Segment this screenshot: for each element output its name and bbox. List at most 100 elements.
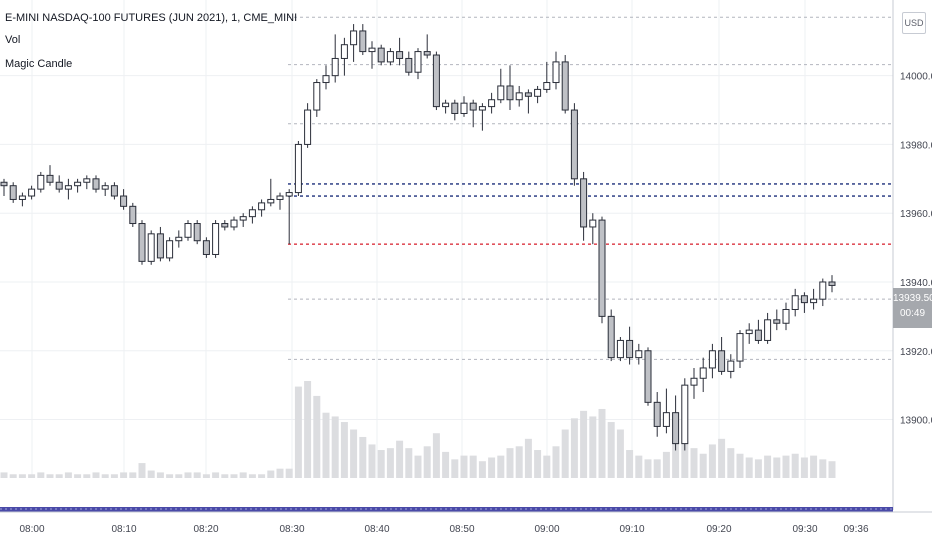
volume-bar <box>653 459 661 478</box>
candle-body <box>258 202 266 211</box>
candle-body <box>432 54 440 108</box>
volume-bar <box>552 446 560 478</box>
volume-bar <box>359 436 367 478</box>
candle-body <box>9 185 17 200</box>
volume-bar <box>791 453 799 478</box>
candle-body <box>294 143 302 194</box>
volume-bar <box>773 457 781 478</box>
volume-bar <box>248 474 256 478</box>
candle-body <box>212 223 220 255</box>
volume-bar <box>497 455 505 478</box>
y-tick-label: 13960.00 <box>900 209 932 220</box>
volume-bar <box>0 472 8 478</box>
volume-bar <box>626 450 634 478</box>
volume-bar <box>570 418 578 478</box>
candle-body <box>524 92 532 97</box>
candle-body <box>74 181 82 187</box>
candle-body <box>267 198 275 204</box>
volume-bar <box>736 453 744 478</box>
volume-bar <box>340 422 348 478</box>
volume-bar <box>202 474 210 478</box>
last-price-tag: 13939.50 00:49 <box>893 288 932 328</box>
volume-legend[interactable]: Vol <box>5 34 21 46</box>
candle-body <box>331 57 339 77</box>
candle-body <box>736 333 744 362</box>
candle-body <box>598 219 606 317</box>
volume-bar <box>350 429 358 478</box>
candle-body <box>28 188 36 197</box>
volume-bar <box>101 474 109 478</box>
candle-body <box>202 240 210 255</box>
volume-bar <box>9 474 17 478</box>
volume-bar <box>598 408 606 478</box>
candle-body <box>184 223 192 238</box>
volume-bar <box>230 474 238 478</box>
candle-body <box>782 308 790 324</box>
candle-body <box>377 47 385 63</box>
candle-body <box>828 281 836 286</box>
candle-body <box>662 412 670 427</box>
volume-bar <box>690 448 698 478</box>
y-tick-label: 14000.00 <box>900 72 932 83</box>
volume-bar <box>156 472 164 478</box>
volume-bar <box>764 455 772 478</box>
candle-body <box>359 30 367 53</box>
x-tick-label: 09:20 <box>706 524 731 535</box>
volume-bar <box>28 474 36 478</box>
volume-bar <box>110 474 118 478</box>
indicator-legend[interactable]: Magic Candle <box>5 58 73 70</box>
volume-bar <box>423 446 431 478</box>
candle-body <box>285 192 293 197</box>
candle-body <box>442 102 450 108</box>
volume-bar <box>92 472 100 478</box>
candle-body <box>138 223 146 262</box>
candle-body <box>350 30 358 46</box>
x-tick-label: 08:30 <box>279 524 304 535</box>
volume-bar <box>331 416 339 478</box>
volume-bar <box>745 457 753 478</box>
candle-body <box>745 329 753 335</box>
x-tick-label: 08:00 <box>19 524 44 535</box>
volume-bar <box>55 474 63 478</box>
candle-body <box>727 360 735 372</box>
candle-body <box>819 281 827 300</box>
x-tick-label: 09:10 <box>619 524 644 535</box>
candle-body <box>672 412 680 445</box>
candle-body <box>340 44 348 59</box>
candle-body <box>681 384 689 445</box>
candle-body <box>515 92 523 101</box>
x-tick-label: 09:30 <box>792 524 817 535</box>
volume-bar <box>800 457 808 478</box>
symbol-legend[interactable]: E-MINI NASDAQ-100 FUTURES (JUN 2021), 1,… <box>5 12 298 24</box>
candle-body <box>64 185 72 190</box>
candle-body <box>570 109 578 180</box>
candle-body <box>0 181 8 187</box>
volume-bar <box>432 433 440 478</box>
volume-bar <box>221 474 229 478</box>
volume-bar <box>580 410 588 478</box>
candle-body <box>221 223 229 228</box>
candle-body <box>773 319 781 324</box>
volume-bar <box>635 455 643 478</box>
bar-countdown: 00:49 <box>899 308 926 319</box>
volume-bar <box>828 461 836 478</box>
currency-button[interactable]: USD <box>902 12 926 34</box>
volume-bar <box>782 455 790 478</box>
volume-bar <box>644 459 652 478</box>
candle-body <box>248 209 256 218</box>
volume-bar <box>524 438 532 478</box>
candle-body <box>690 377 698 386</box>
volume-bar <box>534 450 542 478</box>
candle-body <box>561 61 569 111</box>
volume-bar <box>267 470 275 478</box>
candle-body <box>156 233 164 259</box>
volume-bar <box>37 472 45 478</box>
volume-bar <box>405 448 413 478</box>
volume-bar <box>258 474 266 478</box>
volume-bar <box>322 412 330 478</box>
volume-bar <box>184 472 192 478</box>
volume-bar <box>616 429 624 478</box>
candle-body <box>616 339 624 359</box>
